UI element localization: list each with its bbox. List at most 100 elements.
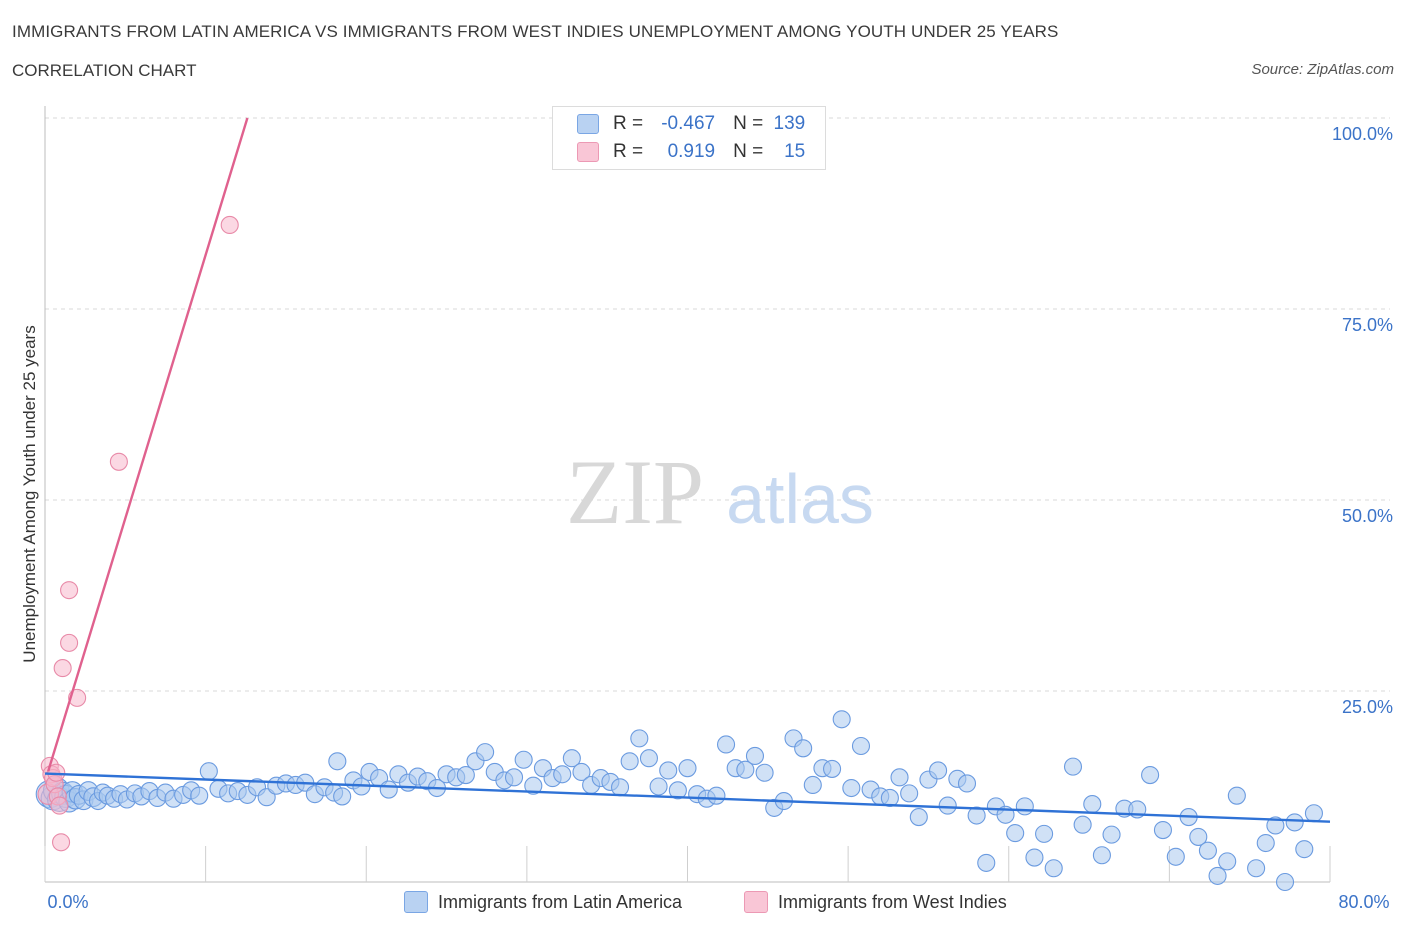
data-point xyxy=(678,759,697,778)
data-point xyxy=(823,759,842,778)
data-point xyxy=(929,761,948,780)
data-point xyxy=(524,776,543,795)
data-point xyxy=(60,581,79,600)
y-tick-label: 50.0% xyxy=(1342,506,1393,526)
data-point xyxy=(1208,866,1227,885)
data-point xyxy=(1304,804,1323,823)
data-point xyxy=(514,750,533,769)
data-point xyxy=(199,762,218,781)
data-point xyxy=(456,765,475,785)
data-point xyxy=(977,853,996,872)
data-point xyxy=(190,786,209,805)
data-point xyxy=(620,752,639,771)
series-latin-america-points xyxy=(35,710,1323,892)
r-value: -0.467 xyxy=(661,113,716,134)
watermark-atlas: atlas xyxy=(726,460,874,538)
data-point xyxy=(1166,847,1185,866)
n-value: 139 xyxy=(773,113,806,134)
data-point xyxy=(967,806,986,825)
data-point xyxy=(60,633,79,652)
data-point xyxy=(1227,786,1246,805)
data-point xyxy=(1247,859,1266,878)
data-point xyxy=(1189,827,1208,846)
data-point xyxy=(794,739,813,758)
data-point xyxy=(553,765,572,784)
stats-row-latin-america: R = -0.467 N = 139 xyxy=(577,112,805,136)
data-point xyxy=(1083,795,1102,814)
watermark: ZIP atlas xyxy=(566,441,874,543)
chart-subtitle: CORRELATION CHART xyxy=(12,61,197,80)
data-point xyxy=(1025,848,1044,867)
tick-labels: 25.0% 50.0% 75.0% 100.0% 0.0% 80.0% xyxy=(47,124,1393,912)
data-point xyxy=(1275,872,1295,892)
data-point xyxy=(755,763,774,782)
r-label: R = xyxy=(613,113,644,134)
data-point xyxy=(379,780,398,799)
data-point xyxy=(736,760,755,779)
data-point xyxy=(220,215,239,235)
data-point xyxy=(53,659,72,678)
data-point xyxy=(328,752,347,771)
watermark-zip: ZIP xyxy=(566,441,704,543)
data-point xyxy=(504,768,524,787)
data-point xyxy=(610,778,630,797)
source-credit: Source: ZipAtlas.com xyxy=(1251,61,1394,78)
r-value: 0.919 xyxy=(667,141,716,162)
trendline xyxy=(44,772,1331,823)
data-point xyxy=(1256,833,1275,853)
data-point xyxy=(1295,840,1314,859)
legend-swatch-pink xyxy=(744,891,768,913)
data-point xyxy=(1044,859,1063,878)
data-point xyxy=(745,746,765,765)
x-tick-label: 80.0% xyxy=(1338,892,1389,912)
data-point xyxy=(1198,841,1217,860)
data-point xyxy=(716,735,736,754)
data-point xyxy=(1006,824,1025,843)
data-point xyxy=(1092,846,1111,865)
data-point xyxy=(572,762,591,782)
data-point xyxy=(562,749,581,768)
data-point xyxy=(1141,765,1160,785)
data-point xyxy=(909,808,928,827)
data-point xyxy=(1153,820,1172,840)
data-point xyxy=(880,788,899,808)
data-point xyxy=(1218,852,1237,871)
n-value: 15 xyxy=(784,141,806,162)
data-point xyxy=(900,784,919,803)
data-point xyxy=(50,796,69,815)
swatch-pink xyxy=(577,142,599,162)
data-point xyxy=(1266,816,1285,835)
data-point xyxy=(668,781,687,800)
axes xyxy=(44,106,1331,883)
data-point xyxy=(476,743,495,762)
data-point xyxy=(938,796,957,815)
grid-lines xyxy=(45,117,1390,692)
legend-item-west-indies: Immigrants from West Indies xyxy=(744,889,1007,915)
data-point xyxy=(109,452,128,471)
chart-title: IMMIGRANTS FROM LATIN AMERICA VS IMMIGRA… xyxy=(12,22,1059,41)
legend-item-latin-america: Immigrants from Latin America xyxy=(404,889,682,915)
data-point xyxy=(649,777,668,796)
data-point xyxy=(957,774,977,793)
trendlines xyxy=(44,117,1331,823)
data-point xyxy=(832,710,851,729)
y-axis-label: Unemployment Among Youth under 25 years xyxy=(20,325,39,663)
data-point xyxy=(803,775,822,795)
y-tick-label: 100.0% xyxy=(1332,124,1393,144)
data-point xyxy=(1073,815,1092,834)
data-point xyxy=(659,761,678,780)
n-label: N = xyxy=(733,113,764,134)
series-west-indies-points xyxy=(37,215,239,852)
stats-legend: R = -0.467 N = 139 R = 0.919 N = 15 xyxy=(552,106,826,170)
data-point xyxy=(1063,757,1083,776)
swatch-blue xyxy=(577,114,599,134)
data-point xyxy=(639,749,659,768)
data-point xyxy=(1015,797,1034,816)
data-point xyxy=(630,729,649,748)
r-label: R = xyxy=(613,141,644,162)
y-tick-label: 75.0% xyxy=(1342,315,1393,335)
n-label: N = xyxy=(733,141,764,162)
y-tick-label: 25.0% xyxy=(1342,697,1393,717)
legend-swatch-blue xyxy=(404,891,428,913)
data-point xyxy=(707,786,726,805)
